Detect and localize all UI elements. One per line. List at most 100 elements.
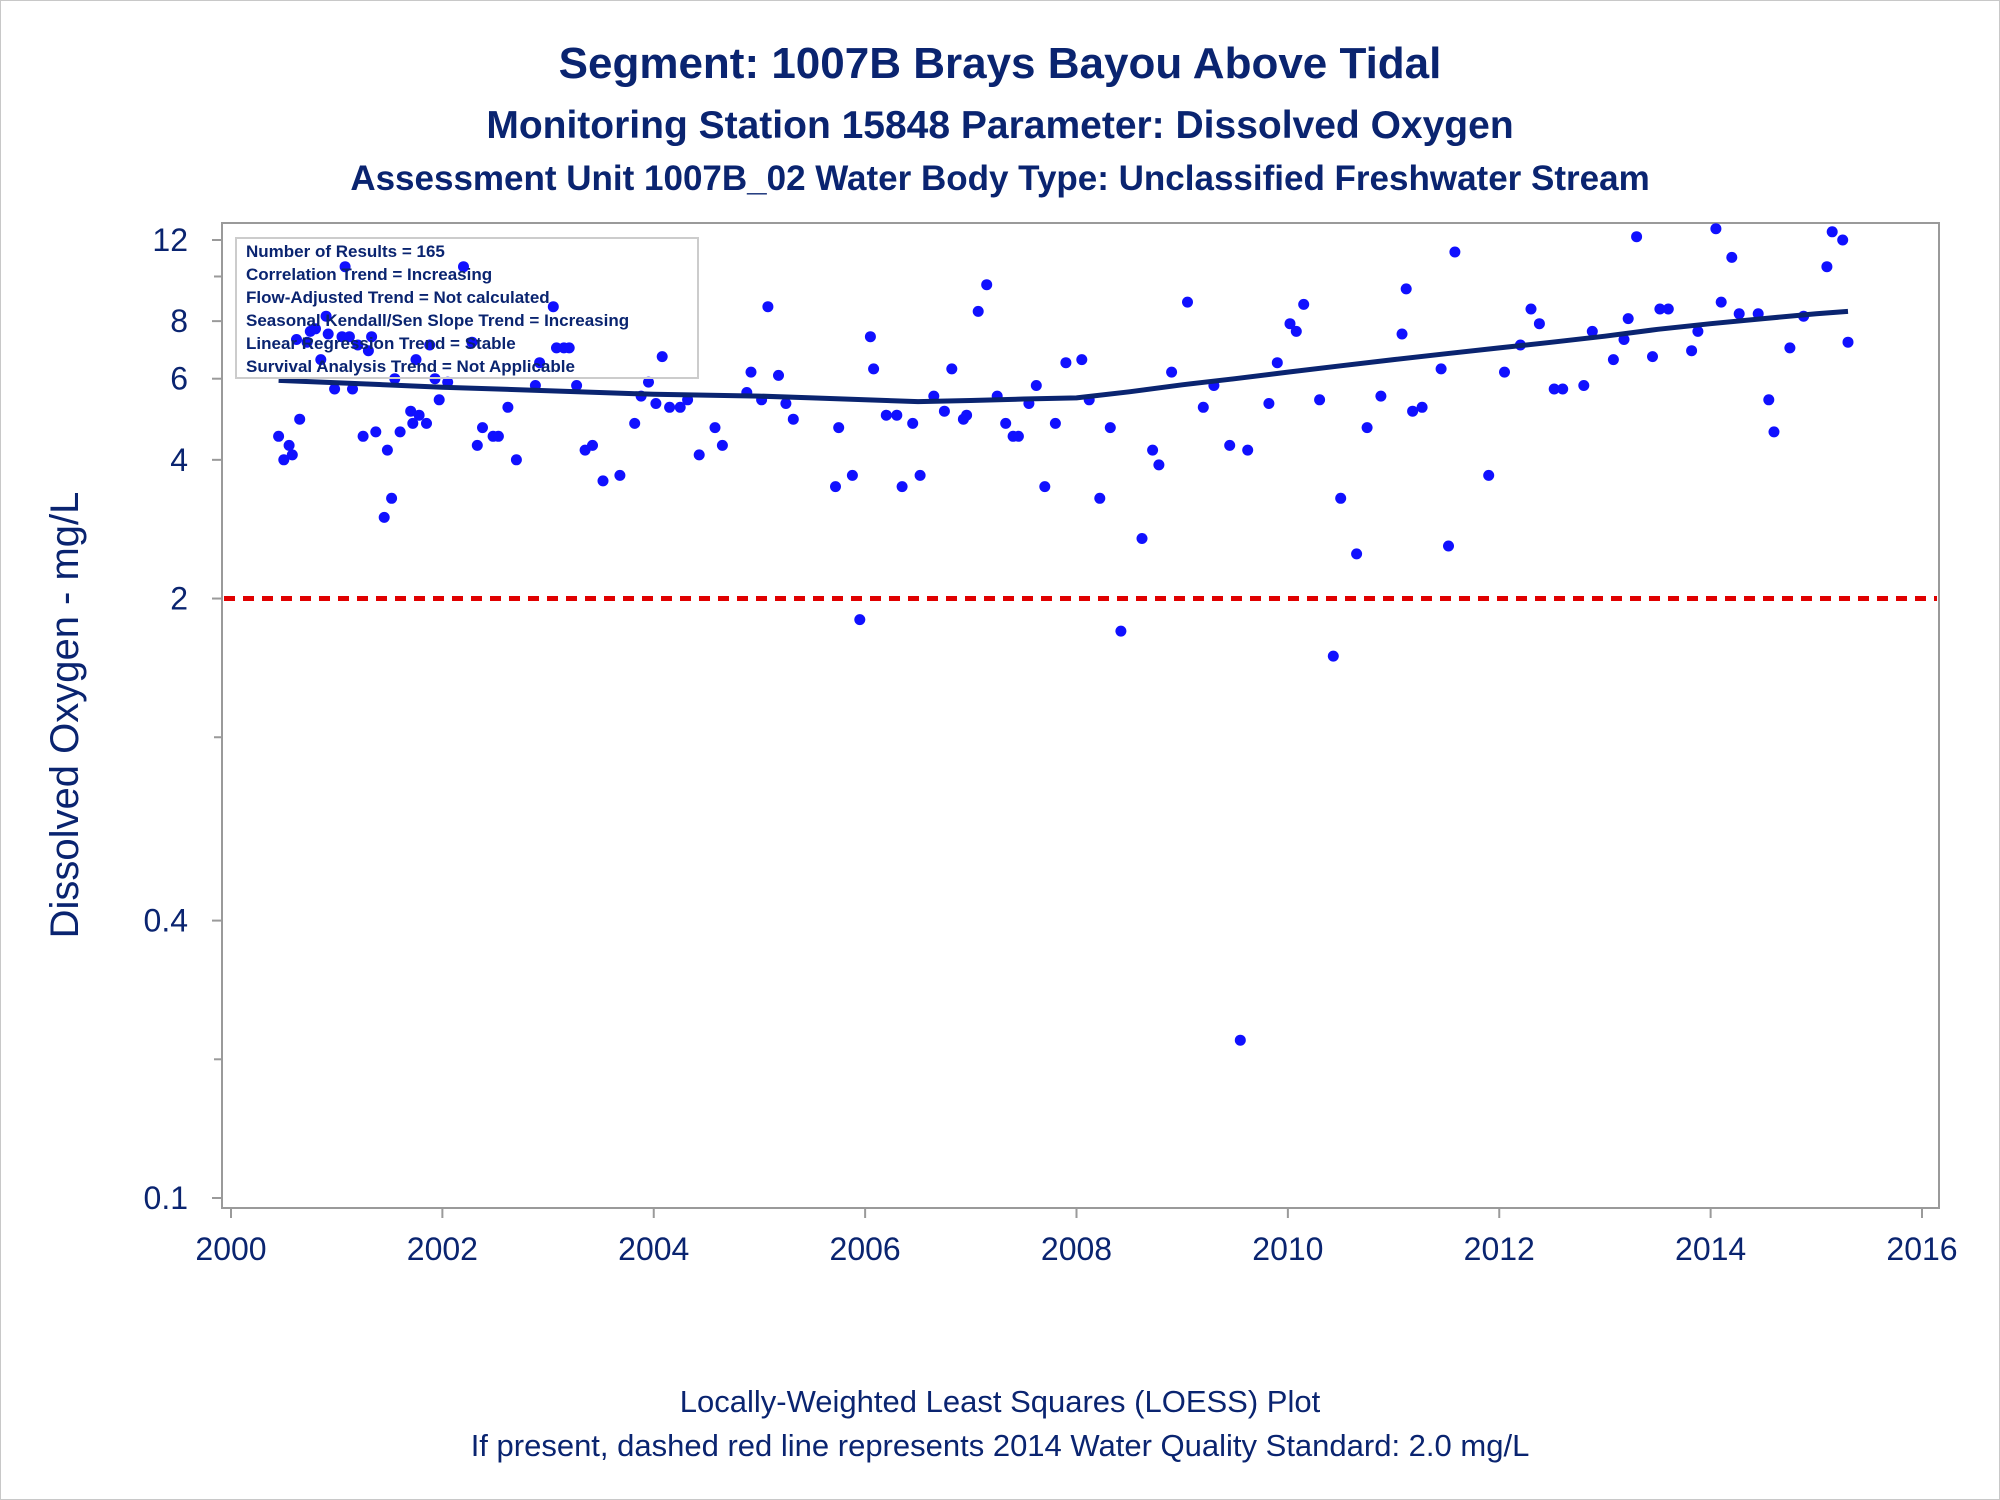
data-point	[972, 305, 984, 317]
data-point	[458, 261, 469, 273]
data-point	[1263, 398, 1275, 409]
data-point	[286, 449, 298, 461]
data-point	[322, 328, 334, 340]
data-point	[1166, 366, 1178, 378]
x-tick-label: 2004	[618, 1231, 689, 1267]
stats-box	[235, 237, 699, 379]
y-axis-label: Dissolved Oxygen - mg/L	[43, 492, 87, 939]
x-tick-label: 2008	[1041, 1231, 1112, 1267]
data-points	[273, 223, 1854, 1046]
data-point	[357, 430, 369, 442]
data-point	[1298, 298, 1310, 310]
data-point	[366, 331, 378, 343]
data-point	[278, 454, 290, 466]
data-point	[343, 331, 355, 343]
stats-line-results: Number of Results = 165	[246, 242, 445, 261]
data-point	[1104, 422, 1116, 434]
footnote-loess: Locally-Weighted Least Squares (LOESS) P…	[680, 1384, 1321, 1419]
data-point	[1361, 422, 1373, 434]
data-point	[1499, 366, 1510, 378]
data-point	[315, 354, 327, 366]
y-tick-label: 2	[170, 581, 188, 617]
data-point	[773, 369, 784, 381]
data-point	[1314, 394, 1326, 406]
data-point	[1435, 363, 1447, 375]
data-point	[981, 279, 993, 291]
axes-ticks: 2000 2002 2004 2006 2008 2010 2012 2014 2016 0.1 0…	[144, 222, 1958, 1267]
stats-line-correlation: Correlation Trend = Increasing	[246, 265, 492, 284]
data-point	[1000, 417, 1012, 429]
data-point	[716, 439, 728, 451]
data-point	[1076, 354, 1088, 366]
y-tick-label: 4	[170, 442, 188, 478]
data-point	[597, 475, 609, 487]
x-tick-label: 2012	[1464, 1231, 1535, 1267]
data-point	[477, 422, 488, 434]
chart-title: Segment: 1007B Brays Bayou Above Tidal	[559, 39, 1442, 88]
stats-line-seasonal-kendall: Seasonal Kendall/Sen Slope Trend = Incre…	[246, 311, 629, 330]
data-point	[1443, 540, 1454, 552]
data-point	[1327, 650, 1339, 662]
data-point	[1030, 380, 1042, 391]
data-point	[1533, 318, 1545, 330]
data-point	[301, 336, 313, 348]
data-point	[1284, 318, 1296, 330]
data-point	[938, 405, 950, 417]
data-point	[1136, 533, 1148, 544]
data-point	[709, 422, 721, 434]
data-point	[650, 398, 662, 409]
data-point	[1826, 226, 1838, 238]
data-point	[547, 301, 559, 313]
data-point	[294, 413, 306, 425]
data-point	[1733, 308, 1745, 320]
data-point	[1622, 313, 1634, 325]
data-point	[1182, 296, 1193, 308]
data-point	[394, 426, 406, 438]
y-tick-label: 6	[170, 361, 188, 397]
data-point	[1607, 354, 1619, 366]
y-tick-label: 0.1	[144, 1180, 188, 1216]
x-tick-label: 2002	[407, 1231, 478, 1267]
data-point	[320, 310, 332, 322]
data-point	[1396, 328, 1408, 340]
data-point	[614, 469, 626, 481]
data-point	[410, 354, 422, 366]
data-point	[283, 439, 295, 451]
chart-subtitle: Monitoring Station 15848 Parameter: Diss…	[486, 104, 1513, 147]
data-point	[587, 439, 598, 451]
data-point	[629, 417, 641, 429]
data-point	[693, 449, 705, 461]
data-point	[1578, 380, 1590, 391]
data-point	[846, 469, 858, 481]
data-point	[347, 383, 358, 395]
data-point	[854, 614, 866, 626]
data-point	[1224, 439, 1236, 451]
data-point	[1654, 303, 1666, 315]
data-point	[1710, 223, 1722, 235]
data-point	[421, 417, 432, 429]
data-point	[1618, 334, 1630, 345]
data-point	[891, 409, 903, 421]
data-point	[1049, 417, 1061, 429]
data-point	[1483, 469, 1495, 481]
data-point	[961, 409, 973, 421]
data-point	[329, 383, 341, 395]
x-tick-label: 2006	[830, 1231, 901, 1267]
plot-area-border	[221, 222, 1940, 1209]
data-point	[1039, 481, 1051, 493]
data-point	[643, 376, 654, 388]
data-point	[1197, 401, 1209, 413]
data-point	[896, 481, 908, 493]
data-point	[471, 439, 483, 451]
y-tick-label: 12	[152, 222, 188, 258]
stats-line-survival: Survival Analysis Trend = Not Applicable	[246, 357, 575, 376]
data-point	[946, 363, 958, 375]
data-point	[1647, 351, 1658, 363]
data-point	[291, 334, 302, 345]
data-point	[1631, 231, 1643, 243]
data-point	[405, 405, 417, 417]
x-tick-label: 2016	[1886, 1231, 1957, 1267]
data-point	[1094, 492, 1106, 504]
data-point	[674, 401, 686, 413]
data-point	[1837, 234, 1849, 246]
